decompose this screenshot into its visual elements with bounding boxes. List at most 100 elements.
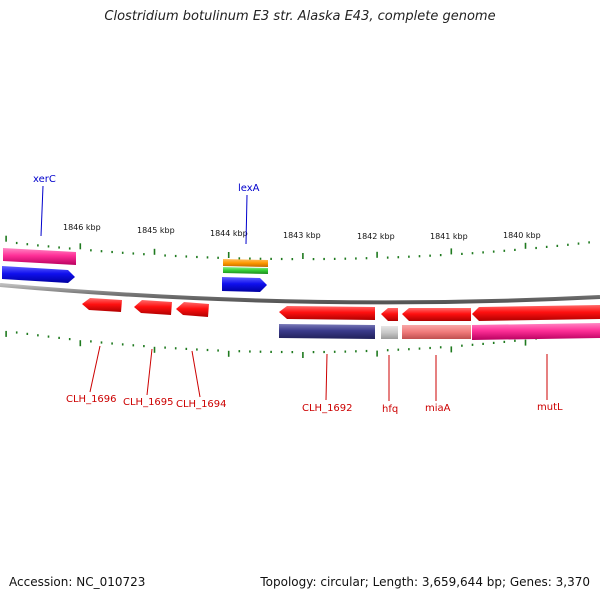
kbp-label-1843: 1843 kbp (283, 231, 321, 240)
gene-lexA-region[interactable] (222, 259, 268, 292)
minor-tick (514, 339, 516, 342)
minor-tick (312, 258, 315, 261)
major-tick (153, 248, 156, 255)
gene-xerC-arrow[interactable] (2, 266, 75, 283)
major-tick (376, 350, 378, 357)
minor-tick (100, 250, 103, 253)
kbp-label-1842: 1842 kbp (357, 232, 395, 241)
minor-tick (429, 346, 431, 350)
minor-tick (355, 350, 357, 353)
minor-tick (386, 349, 389, 352)
major-tick (524, 242, 527, 249)
gene-miaA-salmon[interactable] (402, 325, 471, 339)
minor-tick (291, 258, 294, 261)
major-tick (153, 346, 156, 353)
leader-CLH_1692 (325, 353, 328, 401)
major-tick (5, 235, 7, 242)
minor-tick (429, 254, 431, 257)
minor-tick (439, 254, 442, 257)
gene-xerC-pink[interactable] (3, 248, 76, 265)
gene-CLH_1692-navy[interactable] (279, 324, 375, 339)
minor-tick (174, 254, 177, 258)
minor-tick (174, 347, 177, 350)
minor-tick (164, 254, 166, 257)
minor-tick (196, 255, 198, 259)
minor-tick (68, 338, 71, 341)
minor-tick (461, 344, 463, 347)
minor-tick (312, 351, 315, 354)
gene-lexA-green[interactable] (223, 267, 268, 274)
leader-lexA (245, 194, 248, 245)
genome-summary-text: Topology: circular; Length: 3,659,644 bp… (260, 575, 590, 589)
gene-labels: xerC lexA CLH_1696 CLH_1695 CLH_1694 CLH… (33, 174, 563, 415)
minor-tick (471, 252, 474, 255)
kbp-label-1840: 1840 kbp (503, 231, 541, 240)
major-tick (79, 243, 82, 250)
minor-tick (556, 244, 559, 247)
map-title: Clostridium botulinum E3 str. Alaska E43… (104, 9, 496, 24)
gene-hfq-arrow[interactable] (381, 308, 398, 321)
minor-tick (26, 243, 29, 246)
minor-tick (439, 346, 442, 349)
minor-tick (333, 350, 336, 353)
major-tick (5, 330, 7, 337)
minor-tick (249, 350, 251, 353)
minor-tick (545, 245, 548, 248)
minor-tick (58, 246, 60, 249)
gene-mutL-pink[interactable] (472, 323, 600, 340)
minor-tick (291, 351, 294, 354)
gene-xerC-region[interactable] (2, 248, 76, 283)
gene-mutL-arrow[interactable] (472, 305, 600, 321)
minor-tick (121, 251, 124, 254)
minor-tick (280, 350, 283, 354)
gene-CLH_1695-arrow[interactable] (134, 300, 172, 315)
minor-tick (418, 347, 421, 350)
minor-tick (90, 249, 92, 252)
genome-backbone (0, 283, 600, 305)
gene-lexA-orange[interactable] (223, 259, 268, 267)
minor-tick (270, 257, 272, 260)
minor-tick (58, 336, 60, 339)
minor-tick (37, 244, 39, 247)
minor-tick (111, 250, 113, 254)
leader-CLH_1696 (89, 345, 101, 393)
minor-tick (185, 347, 188, 350)
kbp-label-1841: 1841 kbp (430, 232, 468, 241)
major-tick (302, 253, 304, 259)
minor-tick (397, 256, 400, 259)
minor-tick (471, 343, 474, 346)
minor-tick (132, 252, 135, 255)
minor-tick (259, 350, 262, 353)
gene-label-hfq: hfq (382, 404, 398, 415)
scale-ticks-outer (5, 235, 590, 261)
minor-tick (482, 251, 484, 254)
gene-label-miaA: miaA (425, 403, 451, 414)
minor-tick (121, 343, 124, 346)
minor-tick (355, 257, 357, 260)
gene-label-mutL: mutL (537, 402, 563, 413)
kbp-label-1844: 1844 kbp (210, 229, 248, 238)
minor-tick (15, 241, 18, 245)
major-tick (302, 352, 304, 358)
gene-label-CLH_1696: CLH_1696 (66, 394, 117, 405)
minor-tick (132, 344, 135, 347)
minor-tick (408, 348, 410, 351)
minor-tick (164, 346, 166, 349)
minor-tick (90, 340, 92, 343)
minor-tick (344, 350, 347, 353)
gene-CLH_1694-arrow[interactable] (176, 302, 209, 317)
minor-tick (280, 257, 283, 261)
gene-CLH_1692-arrow[interactable] (279, 306, 375, 320)
gene-miaA-arrow[interactable] (402, 308, 471, 321)
minor-tick (217, 256, 219, 259)
minor-tick (111, 342, 113, 345)
gene-CLH_1696-arrow[interactable] (82, 298, 122, 312)
gene-lexA-arrow[interactable] (222, 277, 267, 292)
minor-tick (492, 341, 495, 344)
minor-tick (588, 241, 590, 244)
minor-tick (206, 348, 209, 352)
minor-tick (47, 245, 50, 248)
accession-text: Accession: NC_010723 (9, 575, 146, 589)
gene-hfq-grey[interactable] (381, 326, 398, 339)
